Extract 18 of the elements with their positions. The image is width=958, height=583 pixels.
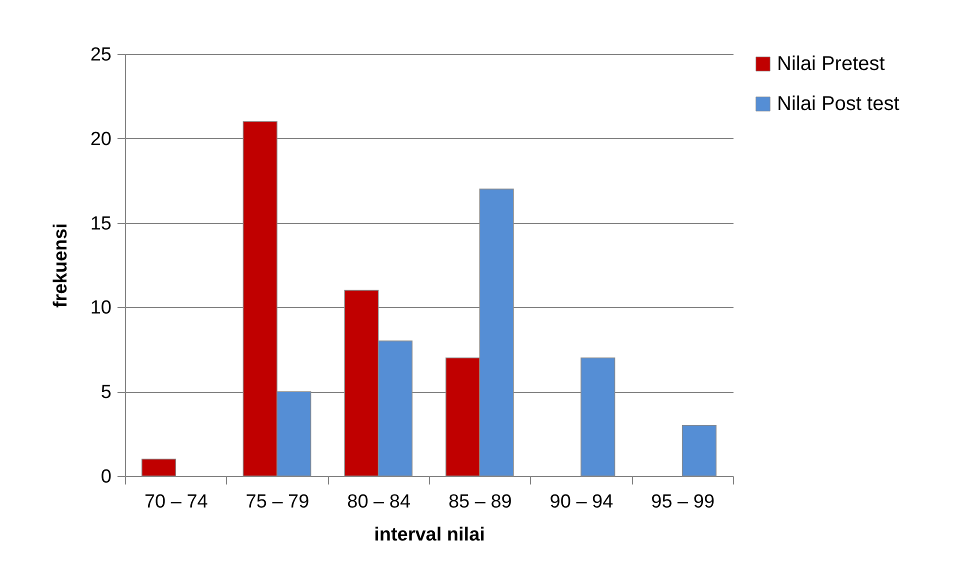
x-tick-label: 70 – 74 <box>144 492 208 512</box>
legend-label: Nilai Pretest <box>777 53 886 75</box>
x-tick-label: 85 – 89 <box>448 492 512 512</box>
x-tick-label: 80 – 84 <box>347 492 411 512</box>
legend-label: Nilai Post test <box>777 93 900 115</box>
y-tick-label: 10 <box>90 298 112 319</box>
y-tick-label: 0 <box>100 466 112 488</box>
x-tick-label: 95 – 99 <box>651 492 715 512</box>
bar <box>141 458 176 476</box>
x-tick-label: 90 – 94 <box>550 492 614 512</box>
y-tick-label: 15 <box>90 213 112 234</box>
y-tick-label: 5 <box>100 382 112 404</box>
x-axis-title: interval nilai <box>374 524 485 546</box>
y-axis-title: frekuensi <box>50 223 72 308</box>
bar <box>682 424 717 476</box>
y-tick-label: 20 <box>90 128 112 150</box>
x-tick-label: 75 – 79 <box>246 492 310 512</box>
y-tick-label: 25 <box>90 44 112 66</box>
